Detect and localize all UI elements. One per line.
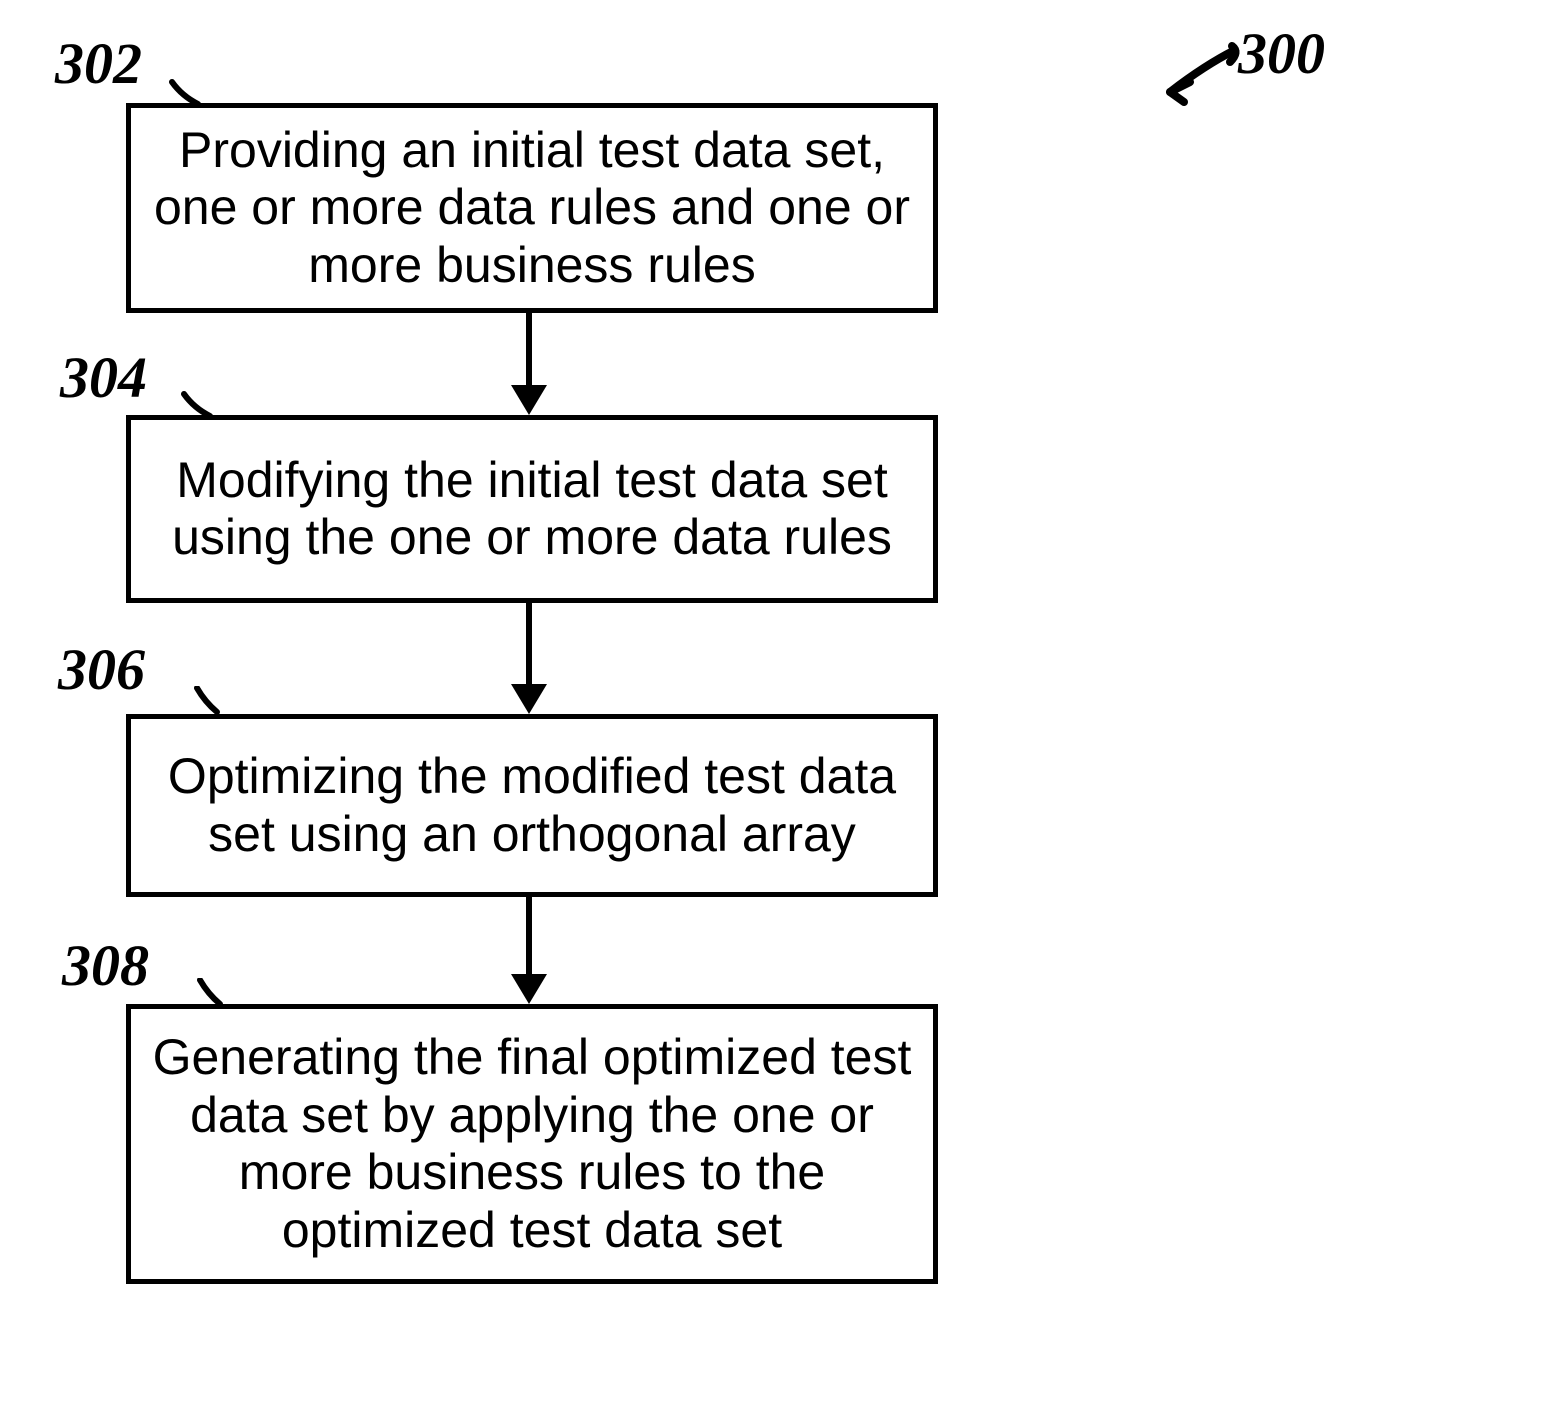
arrow-306-308-line [526, 897, 532, 974]
arrow-304-306-head-icon [511, 684, 547, 714]
arrow-302-304-head-icon [511, 385, 547, 415]
flow-step-304-text: Modifying the initial test data set usin… [139, 452, 925, 567]
step-label-304-text: 304 [60, 345, 147, 410]
flow-step-302: Providing an initial test data set, one … [126, 103, 938, 313]
step-label-302-text: 302 [55, 31, 142, 96]
leader-306-icon [193, 686, 229, 716]
flow-step-306-text: Optimizing the modified test data set us… [139, 748, 925, 863]
step-label-302: 302 [55, 30, 142, 97]
step-label-308: 308 [62, 932, 149, 999]
step-label-304: 304 [60, 344, 147, 411]
step-label-306-text: 306 [58, 637, 145, 702]
reference-label-300: 300 [1238, 20, 1325, 87]
flow-step-306: Optimizing the modified test data set us… [126, 714, 938, 897]
reference-label-text: 300 [1238, 21, 1325, 86]
arrow-304-306-line [526, 603, 532, 684]
reference-arrow-icon [1150, 40, 1250, 110]
step-label-306: 306 [58, 636, 145, 703]
flow-step-308: Generating the final optimized test data… [126, 1004, 938, 1284]
step-label-308-text: 308 [62, 933, 149, 998]
flow-step-308-text: Generating the final optimized test data… [139, 1029, 925, 1259]
arrow-302-304-line [526, 313, 532, 385]
flow-step-302-text: Providing an initial test data set, one … [139, 122, 925, 295]
flow-step-304: Modifying the initial test data set usin… [126, 415, 938, 603]
flowchart-canvas: 300 302 304 306 308 Providing an initial… [0, 0, 1561, 1423]
arrow-306-308-head-icon [511, 974, 547, 1004]
